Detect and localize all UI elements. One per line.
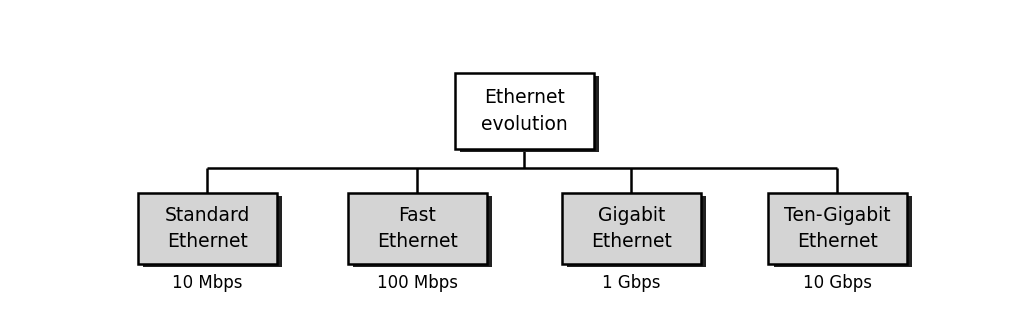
Bar (143, 196, 282, 267)
Bar (348, 193, 487, 264)
Text: 10 Gbps: 10 Gbps (803, 274, 872, 292)
Bar (768, 193, 906, 264)
Text: Gigabit
Ethernet: Gigabit Ethernet (591, 206, 672, 251)
Text: Ethernet
evolution: Ethernet evolution (481, 88, 568, 134)
Text: Fast
Ethernet: Fast Ethernet (376, 206, 457, 251)
Bar (568, 196, 706, 267)
Text: Standard
Ethernet: Standard Ethernet (165, 206, 250, 251)
Bar (773, 196, 913, 267)
Bar (353, 196, 492, 267)
Bar (138, 193, 276, 264)
Bar (562, 193, 701, 264)
Bar (460, 76, 599, 152)
Text: Ten-Gigabit
Ethernet: Ten-Gigabit Ethernet (785, 206, 891, 251)
Text: 1 Gbps: 1 Gbps (603, 274, 661, 292)
Text: 10 Mbps: 10 Mbps (172, 274, 242, 292)
Bar (455, 73, 593, 149)
Text: 100 Mbps: 100 Mbps (376, 274, 457, 292)
